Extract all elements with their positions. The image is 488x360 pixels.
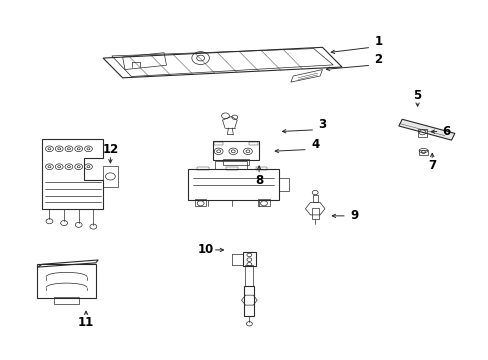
Text: 7: 7 bbox=[427, 159, 435, 172]
Text: 8: 8 bbox=[254, 174, 263, 186]
Bar bbox=[212, 140, 259, 160]
Bar bbox=[194, 199, 206, 206]
Bar bbox=[214, 142, 223, 145]
Text: 3: 3 bbox=[318, 118, 326, 131]
Text: 12: 12 bbox=[102, 143, 118, 156]
Text: 2: 2 bbox=[374, 53, 382, 66]
Text: 11: 11 bbox=[78, 316, 94, 329]
Bar bbox=[255, 167, 267, 170]
Bar bbox=[215, 161, 246, 169]
Text: 4: 4 bbox=[310, 138, 319, 150]
Bar bbox=[258, 199, 269, 206]
Bar bbox=[54, 297, 79, 304]
Text: 5: 5 bbox=[413, 89, 421, 102]
Text: 9: 9 bbox=[349, 210, 358, 222]
Bar bbox=[222, 159, 249, 165]
Bar bbox=[244, 286, 254, 316]
Bar bbox=[103, 166, 118, 187]
Polygon shape bbox=[398, 119, 454, 140]
Text: 6: 6 bbox=[442, 125, 450, 138]
Bar bbox=[226, 167, 238, 170]
Bar bbox=[311, 208, 318, 220]
Text: 10: 10 bbox=[197, 243, 213, 256]
Bar bbox=[312, 195, 317, 202]
Bar bbox=[417, 129, 427, 137]
Bar bbox=[188, 169, 278, 200]
Bar bbox=[248, 142, 257, 145]
Bar bbox=[197, 167, 208, 170]
Bar bbox=[278, 178, 289, 191]
Bar bbox=[242, 252, 256, 266]
Bar bbox=[245, 265, 253, 286]
Text: 1: 1 bbox=[374, 35, 382, 49]
Bar bbox=[37, 264, 96, 298]
Bar bbox=[418, 150, 427, 155]
